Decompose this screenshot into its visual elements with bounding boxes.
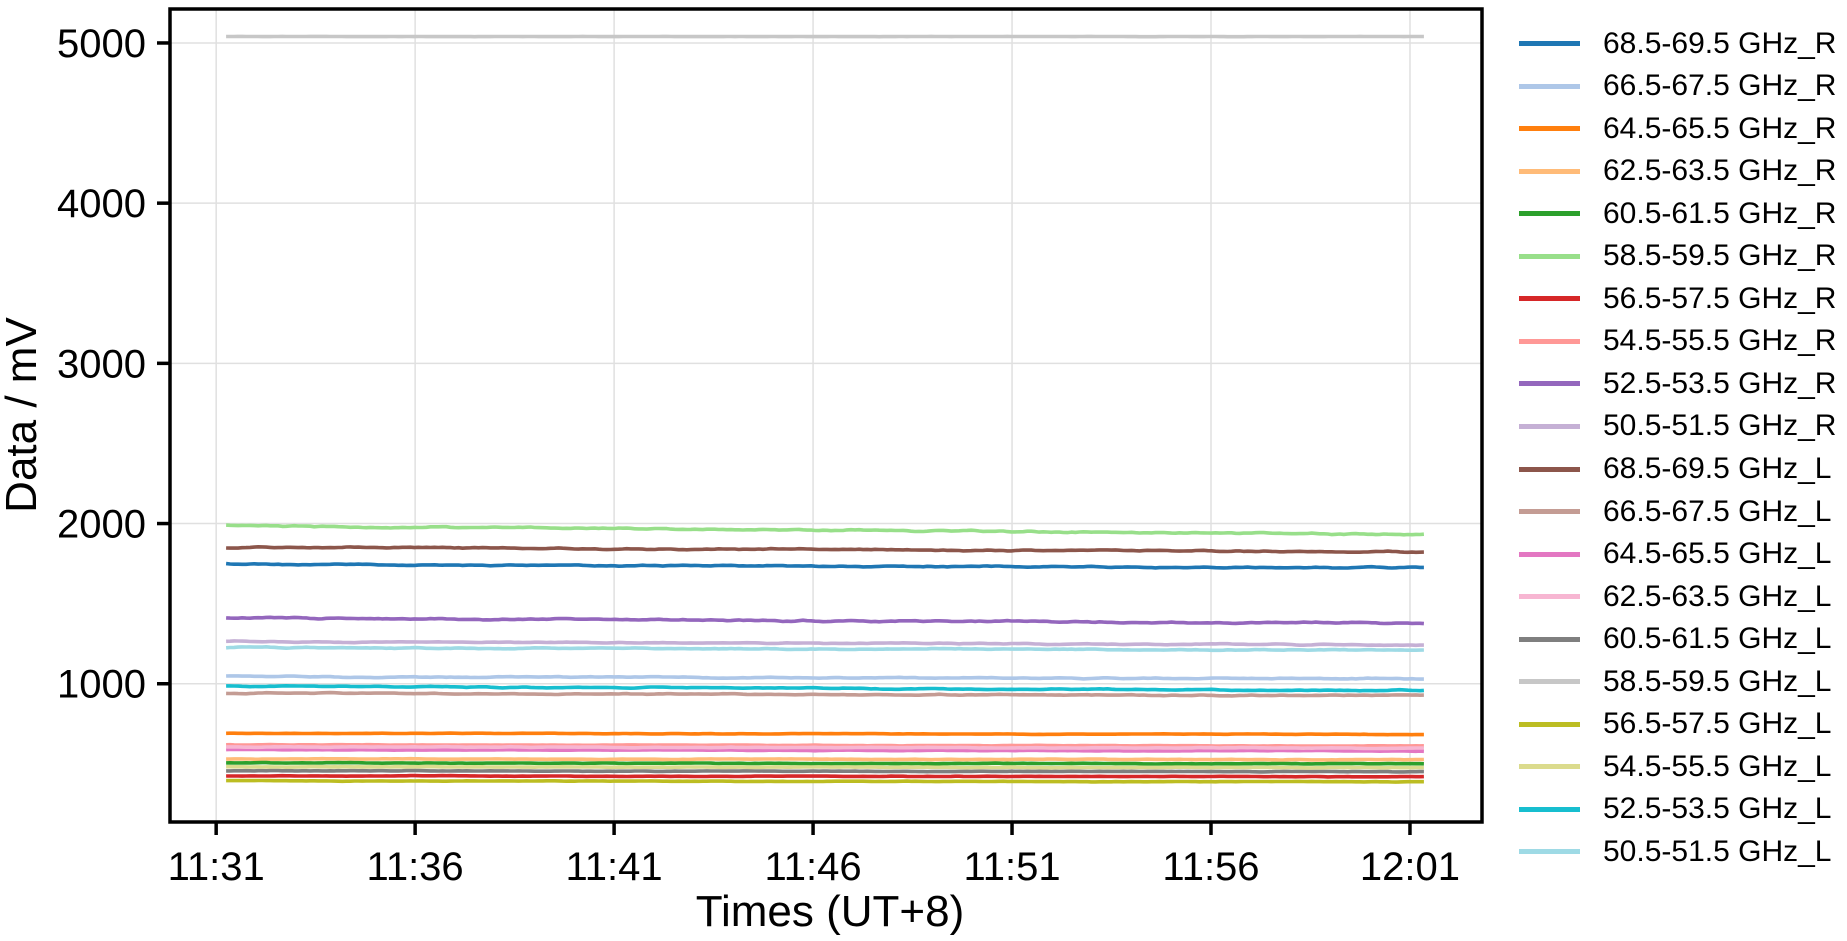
series-line xyxy=(226,731,1424,737)
series-line xyxy=(226,639,1424,648)
legend-item: 62.5-63.5 GHz_R xyxy=(1519,150,1836,193)
legend-label: 52.5-53.5 GHz_R xyxy=(1603,366,1837,400)
legend-label: 52.5-53.5 GHz_L xyxy=(1603,792,1832,826)
legend-label: 58.5-59.5 GHz_R xyxy=(1603,239,1837,273)
series-line xyxy=(226,747,1424,754)
legend-swatch xyxy=(1519,551,1580,557)
y-axis-title: Data / mV xyxy=(0,317,46,513)
legend-item: 56.5-57.5 GHz_R xyxy=(1519,277,1836,320)
legend-item: 52.5-53.5 GHz_L xyxy=(1519,788,1831,831)
legend-item: 58.5-59.5 GHz_L xyxy=(1519,660,1831,703)
series-line xyxy=(226,756,1424,762)
legend-swatch xyxy=(1519,764,1580,770)
legend-item: 68.5-69.5 GHz_L xyxy=(1519,448,1831,491)
legend-label: 64.5-65.5 GHz_R xyxy=(1603,111,1837,145)
legend-swatch xyxy=(1519,679,1580,685)
legend-swatch xyxy=(1519,126,1580,132)
legend-swatch xyxy=(1519,849,1580,855)
legend-label: 58.5-59.5 GHz_L xyxy=(1603,664,1832,698)
legend-item: 64.5-65.5 GHz_L xyxy=(1519,533,1831,576)
y-tick-label: 1000 xyxy=(57,663,146,707)
series-line xyxy=(226,764,1424,770)
legend-item: 54.5-55.5 GHz_L xyxy=(1519,745,1831,788)
x-tick-label: 11:46 xyxy=(764,845,861,889)
plot-frame xyxy=(168,7,1484,824)
legend-swatch xyxy=(1519,381,1580,387)
legend-label: 60.5-61.5 GHz_L xyxy=(1603,622,1832,656)
legend-swatch xyxy=(1519,211,1580,217)
legend-label: 54.5-55.5 GHz_L xyxy=(1603,749,1832,783)
legend-swatch xyxy=(1519,83,1580,89)
legend-label: 56.5-57.5 GHz_R xyxy=(1603,281,1837,315)
legend-item: 60.5-61.5 GHz_L xyxy=(1519,618,1831,661)
legend-label: 54.5-55.5 GHz_R xyxy=(1603,324,1837,358)
legend-swatch xyxy=(1519,466,1580,472)
legend-item: 66.5-67.5 GHz_L xyxy=(1519,490,1831,533)
legend-label: 68.5-69.5 GHz_R xyxy=(1603,26,1837,60)
y-tick-label: 3000 xyxy=(57,342,146,386)
y-tick-label: 4000 xyxy=(57,182,146,226)
series-line xyxy=(226,523,1425,537)
legend-item: 60.5-61.5 GHz_R xyxy=(1519,192,1836,235)
legend-swatch xyxy=(1519,296,1580,302)
legend-label: 62.5-63.5 GHz_R xyxy=(1603,154,1837,188)
legend-item: 64.5-65.5 GHz_R xyxy=(1519,107,1836,150)
series-line xyxy=(226,615,1425,626)
x-tick-label: 11:51 xyxy=(963,845,1060,889)
legend-label: 50.5-51.5 GHz_R xyxy=(1603,409,1837,443)
series-line xyxy=(225,561,1424,570)
legend-label: 68.5-69.5 GHz_L xyxy=(1603,452,1832,485)
series-line xyxy=(226,742,1424,748)
x-tick-label: 11:56 xyxy=(1162,845,1259,889)
legend-label: 62.5-63.5 GHz_L xyxy=(1603,579,1832,613)
legend-label: 66.5-67.5 GHz_L xyxy=(1603,494,1832,528)
series-line xyxy=(226,778,1424,784)
legend-label: 50.5-51.5 GHz_L xyxy=(1603,834,1832,868)
series-line xyxy=(226,674,1424,681)
y-tick-label: 5000 xyxy=(57,22,146,66)
legend-swatch xyxy=(1519,721,1580,727)
series-line xyxy=(226,690,1424,698)
legend-item: 66.5-67.5 GHz_R xyxy=(1519,65,1836,108)
series-line xyxy=(225,644,1424,653)
legend-label: 64.5-65.5 GHz_L xyxy=(1603,537,1832,571)
series-line xyxy=(226,744,1424,751)
series-line xyxy=(226,683,1425,693)
legend-swatch xyxy=(1519,423,1580,429)
legend-swatch xyxy=(1519,168,1580,174)
legend-swatch xyxy=(1519,594,1580,600)
legend-item: 52.5-53.5 GHz_R xyxy=(1519,362,1836,405)
legend-label: 60.5-61.5 GHz_R xyxy=(1603,196,1837,230)
series-line xyxy=(226,768,1424,774)
legend-swatch xyxy=(1519,41,1580,46)
x-tick-label: 12:01 xyxy=(1360,845,1460,889)
legend-item: 56.5-57.5 GHz_L xyxy=(1519,703,1831,746)
legend-item: 50.5-51.5 GHz_L xyxy=(1519,830,1831,873)
legend-item: 54.5-55.5 GHz_R xyxy=(1519,320,1836,363)
legend-label: 56.5-57.5 GHz_L xyxy=(1603,707,1832,741)
x-tick-label: 11:31 xyxy=(168,845,265,889)
legend-item: 68.5-69.5 GHz_R xyxy=(1519,22,1836,65)
legend-swatch xyxy=(1519,338,1580,344)
x-tick-label: 11:36 xyxy=(367,845,464,889)
series-line xyxy=(226,773,1424,779)
legend-swatch xyxy=(1519,806,1580,812)
legend-item: 50.5-51.5 GHz_R xyxy=(1519,405,1836,448)
series-line xyxy=(226,760,1424,766)
legend-item: 62.5-63.5 GHz_L xyxy=(1519,575,1831,618)
legend-item: 58.5-59.5 GHz_R xyxy=(1519,235,1836,278)
x-axis-title: Times (UT+8) xyxy=(695,887,965,936)
legend-label: 66.5-67.5 GHz_R xyxy=(1603,69,1837,102)
legend-swatch xyxy=(1519,509,1580,514)
series-line xyxy=(226,544,1424,555)
legend-swatch xyxy=(1519,253,1580,259)
y-tick-label: 2000 xyxy=(57,503,146,547)
legend-swatch xyxy=(1519,636,1580,642)
x-tick-label: 11:41 xyxy=(566,845,663,889)
